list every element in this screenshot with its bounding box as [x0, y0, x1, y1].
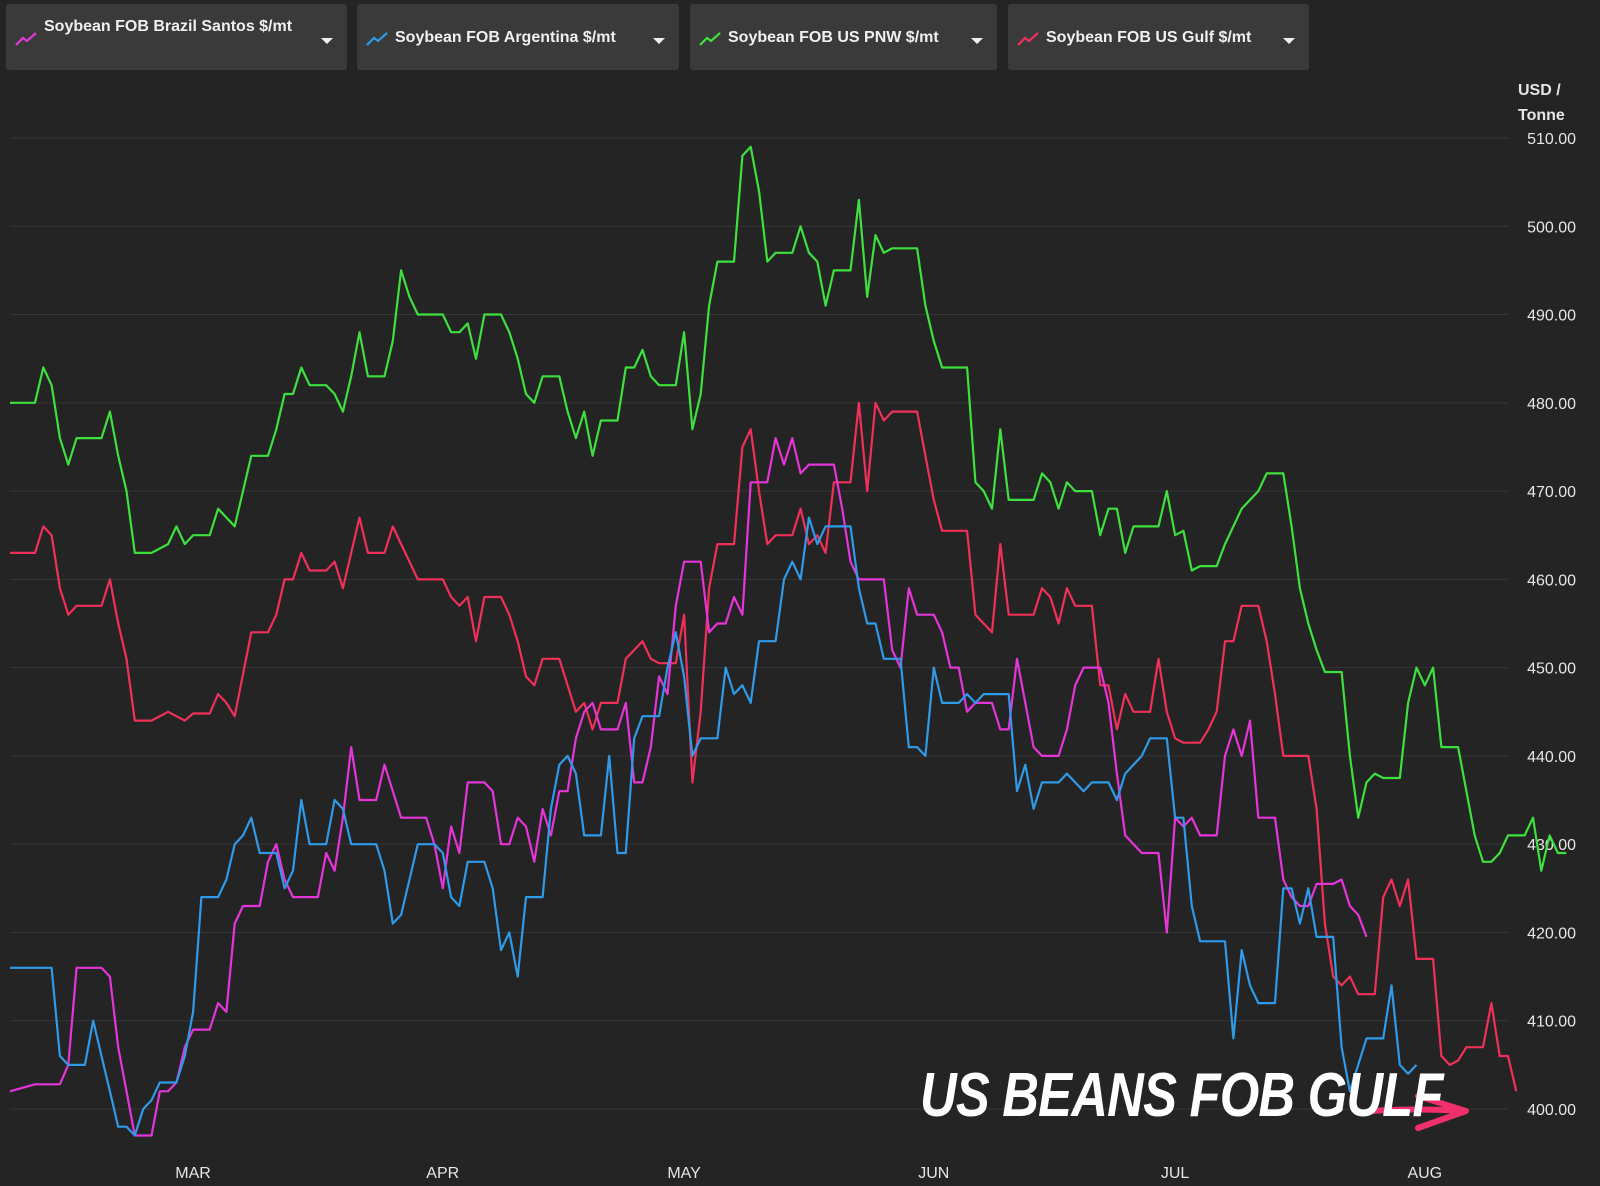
legend-item-us-pnw[interactable]: Soybean FOB US PNW $/mt — [690, 4, 997, 70]
swatch-line-pnw — [699, 32, 721, 46]
x-tick-label: MAR — [175, 1165, 211, 1182]
x-tick-label: JUL — [1161, 1165, 1190, 1182]
legend-item-argentina[interactable]: Soybean FOB Argentina $/mt — [357, 4, 679, 70]
chevron-down-icon[interactable] — [653, 38, 665, 44]
y-tick-label: 410.00 — [1527, 1014, 1576, 1031]
chevron-down-icon[interactable] — [321, 38, 333, 44]
y-tick-label: 430.00 — [1527, 837, 1576, 854]
chevron-down-icon[interactable] — [1283, 38, 1295, 44]
swatch-line-gulf — [1017, 32, 1039, 46]
series-line-0 — [10, 145, 1567, 872]
arrow-right-icon — [1367, 1093, 1469, 1131]
legend-item-us-gulf[interactable]: Soybean FOB US Gulf $/mt — [1008, 4, 1309, 70]
y-tick-label: 510.00 — [1527, 131, 1576, 148]
y-tick-label: 480.00 — [1527, 396, 1576, 413]
swatch-line-brazil — [15, 32, 37, 46]
y-tick-label: 490.00 — [1527, 308, 1576, 325]
trend-line-icon — [1017, 32, 1039, 46]
series-line-3 — [10, 516, 1418, 1137]
series-line-1 — [10, 401, 1518, 1092]
legend-label-argentina: Soybean FOB Argentina $/mt — [395, 29, 616, 46]
series-lines — [9, 145, 1567, 1137]
y-tick-label: 500.00 — [1527, 219, 1576, 236]
y-tick-label: 450.00 — [1527, 661, 1576, 678]
y-tick-label: 470.00 — [1527, 484, 1576, 501]
x-tick-label: JUN — [918, 1165, 949, 1182]
legend-label-us-pnw: Soybean FOB US PNW $/mt — [728, 29, 939, 46]
y-tick-label: 400.00 — [1527, 1102, 1576, 1119]
arrow-shaft — [1367, 1106, 1465, 1114]
annotation-us-beans-fob-gulf: US BEANS FOB GULF — [920, 1061, 1444, 1130]
legend-item-brazil-santos[interactable]: Soybean FOB Brazil Santos $/mt — [6, 4, 347, 70]
y-tick-label: 420.00 — [1527, 925, 1576, 942]
trend-line-icon — [366, 32, 388, 46]
x-tick-label: AUG — [1407, 1165, 1442, 1182]
series-line-2 — [9, 437, 1368, 1137]
swatch-line-argentina — [366, 32, 388, 46]
y-axis-ticks: 400.00 410.00 420.00 430.00 440.00 450.00 460.… — [1527, 131, 1576, 1119]
legend-label-us-gulf: Soybean FOB US Gulf $/mt — [1046, 29, 1252, 46]
legend-label-brazil-santos: Soybean FOB Brazil Santos $/mt — [44, 18, 293, 35]
y-tick-label: 460.00 — [1527, 572, 1576, 589]
x-tick-label: MAY — [667, 1165, 701, 1182]
trend-line-icon — [15, 32, 37, 46]
chevron-down-icon[interactable] — [971, 38, 983, 44]
gridlines — [10, 137, 1508, 1110]
legend-bar: Soybean FOB Brazil Santos $/mt Soybean F… — [0, 0, 1600, 76]
x-axis-ticks: MAR APR MAY JUN JUL AUG — [175, 1165, 1442, 1182]
trend-line-icon — [699, 32, 721, 46]
y-axis-unit-label: USD / Tonne — [1518, 82, 1565, 124]
x-tick-label: APR — [426, 1165, 459, 1182]
arrow-head — [1415, 1093, 1469, 1131]
y-tick-label: 440.00 — [1527, 749, 1576, 766]
